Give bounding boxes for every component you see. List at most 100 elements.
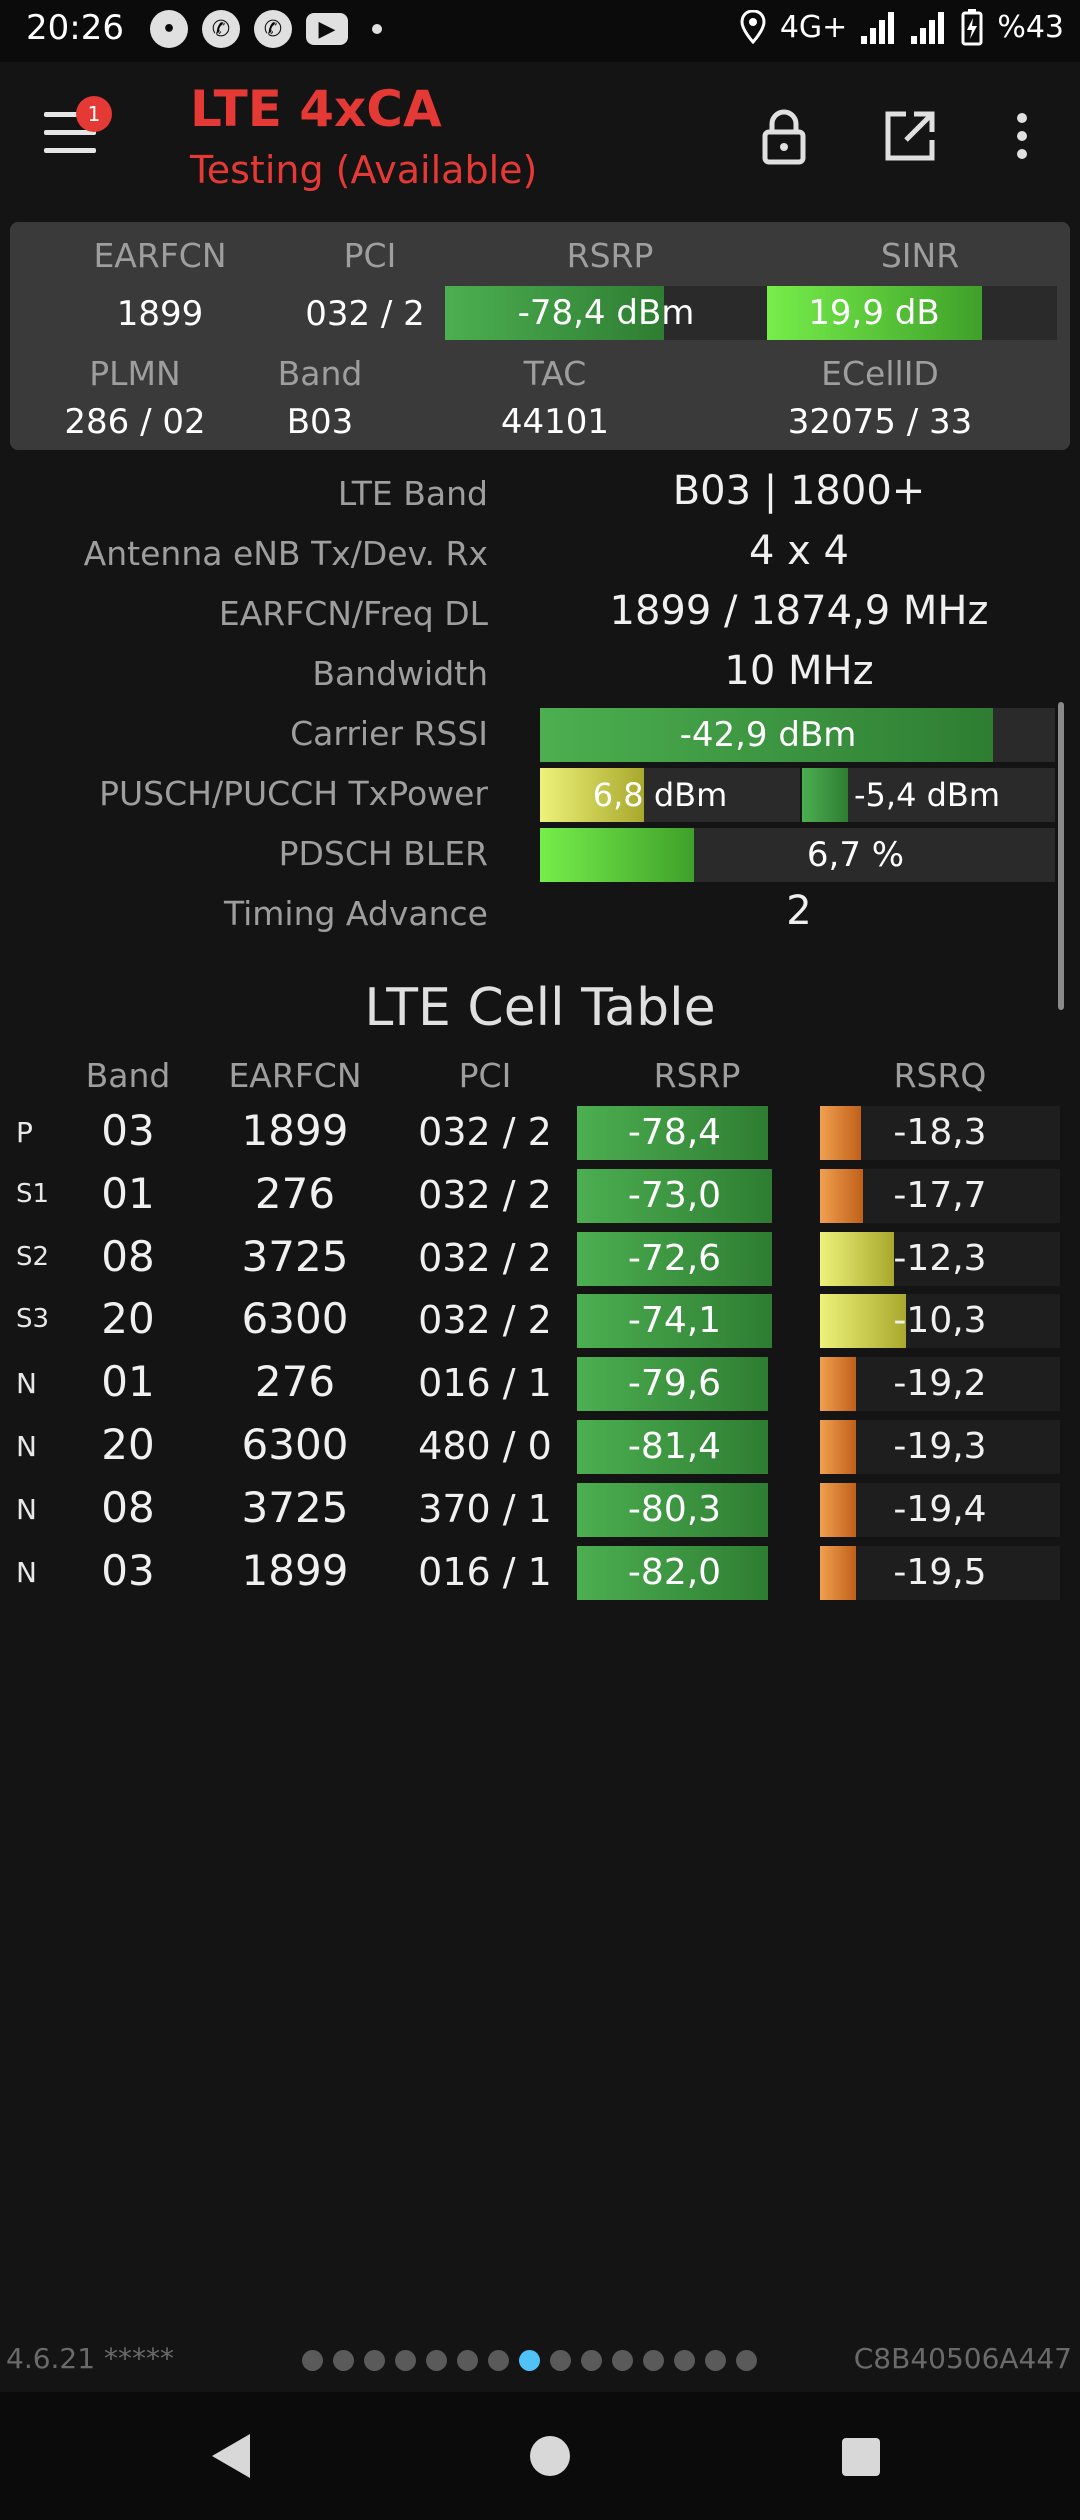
cell-role-tag: N bbox=[16, 1367, 37, 1401]
cell-earfcn: 276 bbox=[254, 1168, 336, 1218]
cell-rsrq-value: -19,2 bbox=[893, 1363, 987, 1405]
cell-rsrp-value: -82,0 bbox=[627, 1551, 722, 1593]
page-dot[interactable] bbox=[395, 2350, 416, 2371]
home-icon[interactable] bbox=[530, 2436, 570, 2476]
page-dot[interactable] bbox=[612, 2350, 633, 2371]
whatsapp-icon: ✆ bbox=[202, 10, 240, 48]
sinr-bar-fill bbox=[767, 286, 982, 340]
page-dot[interactable] bbox=[426, 2350, 447, 2371]
cell-rsrq-value: -12,3 bbox=[893, 1237, 987, 1279]
earfcn-freq-label: EARFCN/Freq DL bbox=[218, 594, 488, 633]
cell-rsrp-bar: -81,4 bbox=[577, 1420, 772, 1474]
bler-bar-fill bbox=[540, 828, 695, 882]
col-header-pci: PCI bbox=[458, 1056, 512, 1095]
recents-icon[interactable] bbox=[842, 2438, 880, 2476]
timing-advance-label: Timing Advance bbox=[223, 894, 488, 933]
page-dot[interactable] bbox=[488, 2350, 509, 2371]
cell-pci: 032 / 2 bbox=[418, 1172, 552, 1217]
band-value: B03 bbox=[286, 402, 354, 442]
antenna-label: Antenna eNB Tx/Dev. Rx bbox=[83, 534, 488, 573]
lte-band-label: LTE Band bbox=[337, 474, 488, 513]
page-dot[interactable] bbox=[705, 2350, 726, 2371]
menu-button[interactable] bbox=[44, 112, 100, 156]
table-row: P 03 1899 032 / 2 -78,4 -18,3 bbox=[0, 1102, 1080, 1164]
pucch-bar-fill bbox=[802, 768, 848, 822]
cell-earfcn: 3725 bbox=[241, 1231, 349, 1281]
cell-band: 01 bbox=[101, 1168, 155, 1218]
cell-rsrp-bar-fill bbox=[577, 1294, 772, 1349]
cell-band: 08 bbox=[101, 1231, 155, 1281]
page-dot[interactable] bbox=[333, 2350, 354, 2371]
rssi-bar-fill bbox=[540, 708, 994, 762]
page-dot[interactable] bbox=[519, 2350, 540, 2371]
cell-rsrq-value: -19,3 bbox=[893, 1426, 987, 1467]
cell-rsrq-bar: -12,3 bbox=[820, 1231, 1060, 1286]
page-dot[interactable] bbox=[643, 2350, 664, 2371]
cell-role-tag: N bbox=[16, 1555, 37, 1589]
table-row: S1 01 276 032 / 2 -73,0 -17,7 bbox=[0, 1165, 1080, 1227]
page-dot[interactable] bbox=[674, 2350, 695, 2371]
page-indicator[interactable] bbox=[302, 2350, 757, 2371]
status-time: 20:26 bbox=[26, 8, 124, 48]
cell-role-tag: P bbox=[16, 1116, 33, 1149]
cell-rsrq-bar: -19,2 bbox=[820, 1357, 1060, 1412]
cell-band: 03 bbox=[101, 1545, 155, 1595]
cell-rsrp-bar: -80,3 bbox=[577, 1482, 772, 1537]
cell-rsrp-bar-fill bbox=[577, 1106, 769, 1160]
table-row: S3 20 6300 032 / 2 -74,1 -10,3 bbox=[0, 1290, 1080, 1352]
cell-rsrp-bar-fill bbox=[577, 1420, 769, 1474]
device-id: C8B40506A447 bbox=[853, 2342, 1072, 2375]
cell-rsrp-bar: -73,0 bbox=[577, 1168, 772, 1223]
rssi-value: -42,9 dBm bbox=[679, 715, 857, 755]
ecellid-value: 32075 / 33 bbox=[787, 402, 973, 442]
page-dot[interactable] bbox=[550, 2350, 571, 2371]
cell-rsrq-bar: -19,5 bbox=[820, 1545, 1060, 1600]
cell-pci: 032 / 2 bbox=[418, 1235, 552, 1280]
cell-pci: 032 / 2 bbox=[418, 1110, 552, 1154]
serving-cell-summary: EARFCN PCI RSRP SINR 1899 032 / 2 -78,4 … bbox=[10, 222, 1070, 450]
cell-pci: 370 / 1 bbox=[418, 1486, 552, 1531]
back-icon[interactable] bbox=[212, 2434, 250, 2478]
cell-pci: 016 / 1 bbox=[418, 1361, 552, 1406]
location-icon bbox=[740, 10, 766, 44]
status-bar: 20:26 • ✆ ✆ ▶ 4G+ %43 bbox=[0, 0, 1080, 62]
navigation-bar bbox=[0, 2392, 1080, 2520]
page-dot[interactable] bbox=[364, 2350, 385, 2371]
cell-rsrq-value: -17,7 bbox=[893, 1174, 987, 1216]
pusch-bar: 6,8 dBm bbox=[540, 768, 800, 822]
more-options-icon[interactable] bbox=[992, 106, 1052, 166]
ecellid-header: ECellID bbox=[821, 354, 939, 393]
rsrp-bar-fill bbox=[445, 286, 664, 340]
cell-rsrp-value: -79,6 bbox=[627, 1363, 722, 1405]
page-dot[interactable] bbox=[736, 2350, 757, 2371]
bandwidth-label: Bandwidth bbox=[312, 654, 488, 693]
table-row: N 08 3725 370 / 1 -80,3 -19,4 bbox=[0, 1479, 1080, 1541]
cell-earfcn: 276 bbox=[254, 1357, 336, 1407]
scroll-indicator[interactable] bbox=[1058, 702, 1064, 1010]
open-external-icon[interactable] bbox=[880, 106, 940, 166]
tac-value: 44101 bbox=[500, 402, 610, 442]
rsrp-value: -78,4 dBm bbox=[517, 293, 695, 333]
cell-rsrq-bar: -10,3 bbox=[820, 1294, 1060, 1349]
cell-pci: 016 / 1 bbox=[418, 1549, 552, 1594]
page-dot[interactable] bbox=[302, 2350, 323, 2371]
page-dot[interactable] bbox=[457, 2350, 478, 2371]
bler-bar: 6,7 % bbox=[540, 828, 1055, 882]
rssi-label: Carrier RSSI bbox=[290, 714, 488, 753]
app-bar: 1 LTE 4xCA Testing (Available) bbox=[0, 62, 1080, 212]
col-header-band: Band bbox=[85, 1056, 171, 1095]
cell-rsrq-value: -19,5 bbox=[893, 1551, 987, 1593]
cell-rsrp-bar-fill bbox=[577, 1231, 772, 1286]
lock-icon[interactable] bbox=[754, 106, 814, 166]
cell-band: 08 bbox=[101, 1482, 155, 1532]
cell-band: 01 bbox=[101, 1357, 155, 1407]
sinr-value: 19,9 dB bbox=[808, 293, 940, 333]
battery-charging-icon bbox=[961, 9, 983, 46]
pci-value: 032 / 2 bbox=[305, 294, 425, 334]
page-dot[interactable] bbox=[581, 2350, 602, 2371]
cell-earfcn: 1899 bbox=[241, 1106, 349, 1155]
cell-rsrp-value: -72,6 bbox=[627, 1237, 722, 1279]
sinr-bar: 19,9 dB bbox=[767, 286, 1057, 340]
app-version: 4.6.21 ***** bbox=[6, 2342, 174, 2375]
col-header-rsrq: RSRQ bbox=[893, 1056, 987, 1095]
